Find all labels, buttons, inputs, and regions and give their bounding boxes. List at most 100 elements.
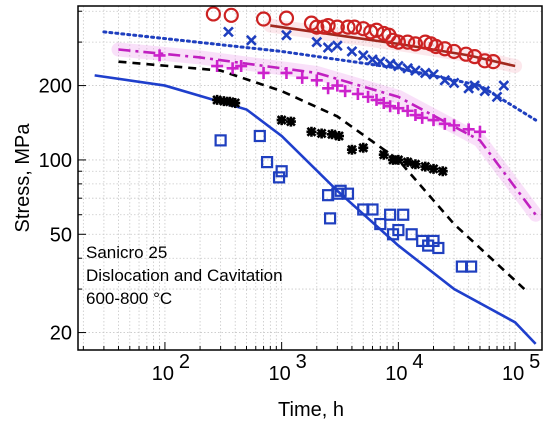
x-data-point (245, 34, 257, 46)
square-data-point (253, 129, 266, 143)
plus-data-point (226, 62, 239, 75)
annotation-line-1: Sanicro 25 (86, 243, 167, 262)
x-data-point (374, 56, 386, 68)
plus-data-point (211, 60, 224, 73)
x-data-point (367, 54, 378, 65)
model-curve-dashdot (118, 48, 537, 216)
x-data-point (428, 68, 439, 80)
x-tick-exponent: 5 (529, 351, 540, 373)
x-data-point (498, 80, 510, 92)
plus-data-point (362, 90, 375, 103)
x-data-point (419, 67, 431, 79)
plus-data-point (296, 71, 309, 84)
x-data-point (463, 82, 475, 94)
circle-data-point (320, 17, 336, 34)
circle-data-point (205, 6, 221, 22)
plus-data-point (377, 97, 390, 110)
x-data-point (448, 77, 460, 89)
square-data-point (341, 187, 355, 200)
x-data-point (491, 91, 503, 103)
asterisk-data-point (276, 115, 287, 126)
circle-data-point (437, 41, 453, 57)
model-curve-dotted (102, 30, 538, 122)
circle-data-point (340, 19, 356, 35)
circle-data-point (346, 19, 363, 35)
y-tick-label: 50 (50, 224, 72, 246)
plus-data-point (392, 102, 405, 115)
circle-data-point (309, 19, 325, 35)
asterisk-data-point (437, 166, 448, 177)
y-tick-label: 200 (39, 76, 72, 98)
circle-data-point (278, 10, 295, 26)
asterisk-data-point (224, 96, 235, 107)
circle-data-point (477, 53, 493, 69)
x-data-point (311, 36, 323, 48)
x-data-point (346, 46, 358, 57)
square-data-point (392, 223, 405, 237)
x-data-point (322, 42, 334, 54)
asterisk-data-point (327, 129, 338, 140)
square-data-point (366, 203, 379, 216)
circle-data-point (485, 54, 501, 70)
asterisk-data-point (218, 96, 229, 107)
circle-data-point (458, 46, 474, 62)
asterisk-data-point (388, 154, 399, 165)
square-data-point (323, 212, 337, 225)
plus-data-point (280, 66, 293, 79)
x-data-point (392, 60, 404, 72)
plus-data-point (370, 93, 383, 106)
x-tick-label: 10 (502, 363, 524, 385)
y-tick-label: 100 (39, 150, 72, 172)
square-data-point (397, 208, 410, 221)
asterisk-data-point (358, 142, 369, 153)
annotation-line-2: Dislocation and Cavitation (86, 266, 283, 285)
asterisk-data-point (346, 144, 357, 155)
plus-data-point (401, 104, 414, 117)
x-data-point (384, 58, 396, 70)
plus-data-point (331, 79, 344, 92)
square-data-point (374, 217, 387, 231)
circle-data-point (407, 36, 424, 52)
asterisk-data-point (230, 98, 241, 109)
model-curve-solid (94, 74, 537, 345)
x-tick-label: 10 (269, 363, 291, 385)
x-tick-label: 10 (385, 363, 407, 385)
square-data-point (432, 241, 445, 255)
asterisk-data-point (410, 159, 421, 170)
x-data-point (331, 40, 343, 52)
square-data-point (214, 134, 227, 147)
circle-data-point (400, 34, 416, 50)
plus-data-point (409, 109, 422, 122)
square-data-point (384, 208, 397, 221)
asterisk-data-point (420, 161, 431, 172)
square-data-point (334, 184, 347, 197)
circle-data-point (428, 38, 444, 55)
x-tick-label: 10 (152, 363, 174, 385)
data-points (153, 6, 510, 273)
plus-data-point (462, 123, 475, 136)
x-tick-exponent: 4 (412, 351, 423, 373)
circle-data-point (223, 7, 239, 23)
x-tick-exponent: 3 (296, 351, 307, 373)
plus-data-point (438, 117, 451, 130)
plus-data-point (235, 60, 248, 73)
x-tick-exponent: 2 (179, 351, 190, 373)
asterisk-data-point (378, 149, 389, 160)
plus-data-point (384, 100, 397, 113)
plus-data-point (153, 49, 166, 62)
plus-data-point (339, 85, 352, 98)
model-curves (94, 24, 538, 345)
x-data-point (479, 85, 491, 97)
asterisk-data-point (402, 157, 413, 168)
y-axis-title: Stress, MPa (12, 123, 34, 233)
plus-data-point (351, 87, 364, 100)
asterisk-data-point (285, 116, 296, 127)
plus-data-point (257, 66, 270, 79)
circle-data-point (368, 22, 385, 38)
asterisk-data-point (393, 154, 404, 165)
plus-data-point (473, 125, 486, 138)
asterisk-data-point (212, 94, 223, 105)
y-tick-label: 20 (50, 323, 72, 345)
x-data-point (469, 80, 481, 92)
